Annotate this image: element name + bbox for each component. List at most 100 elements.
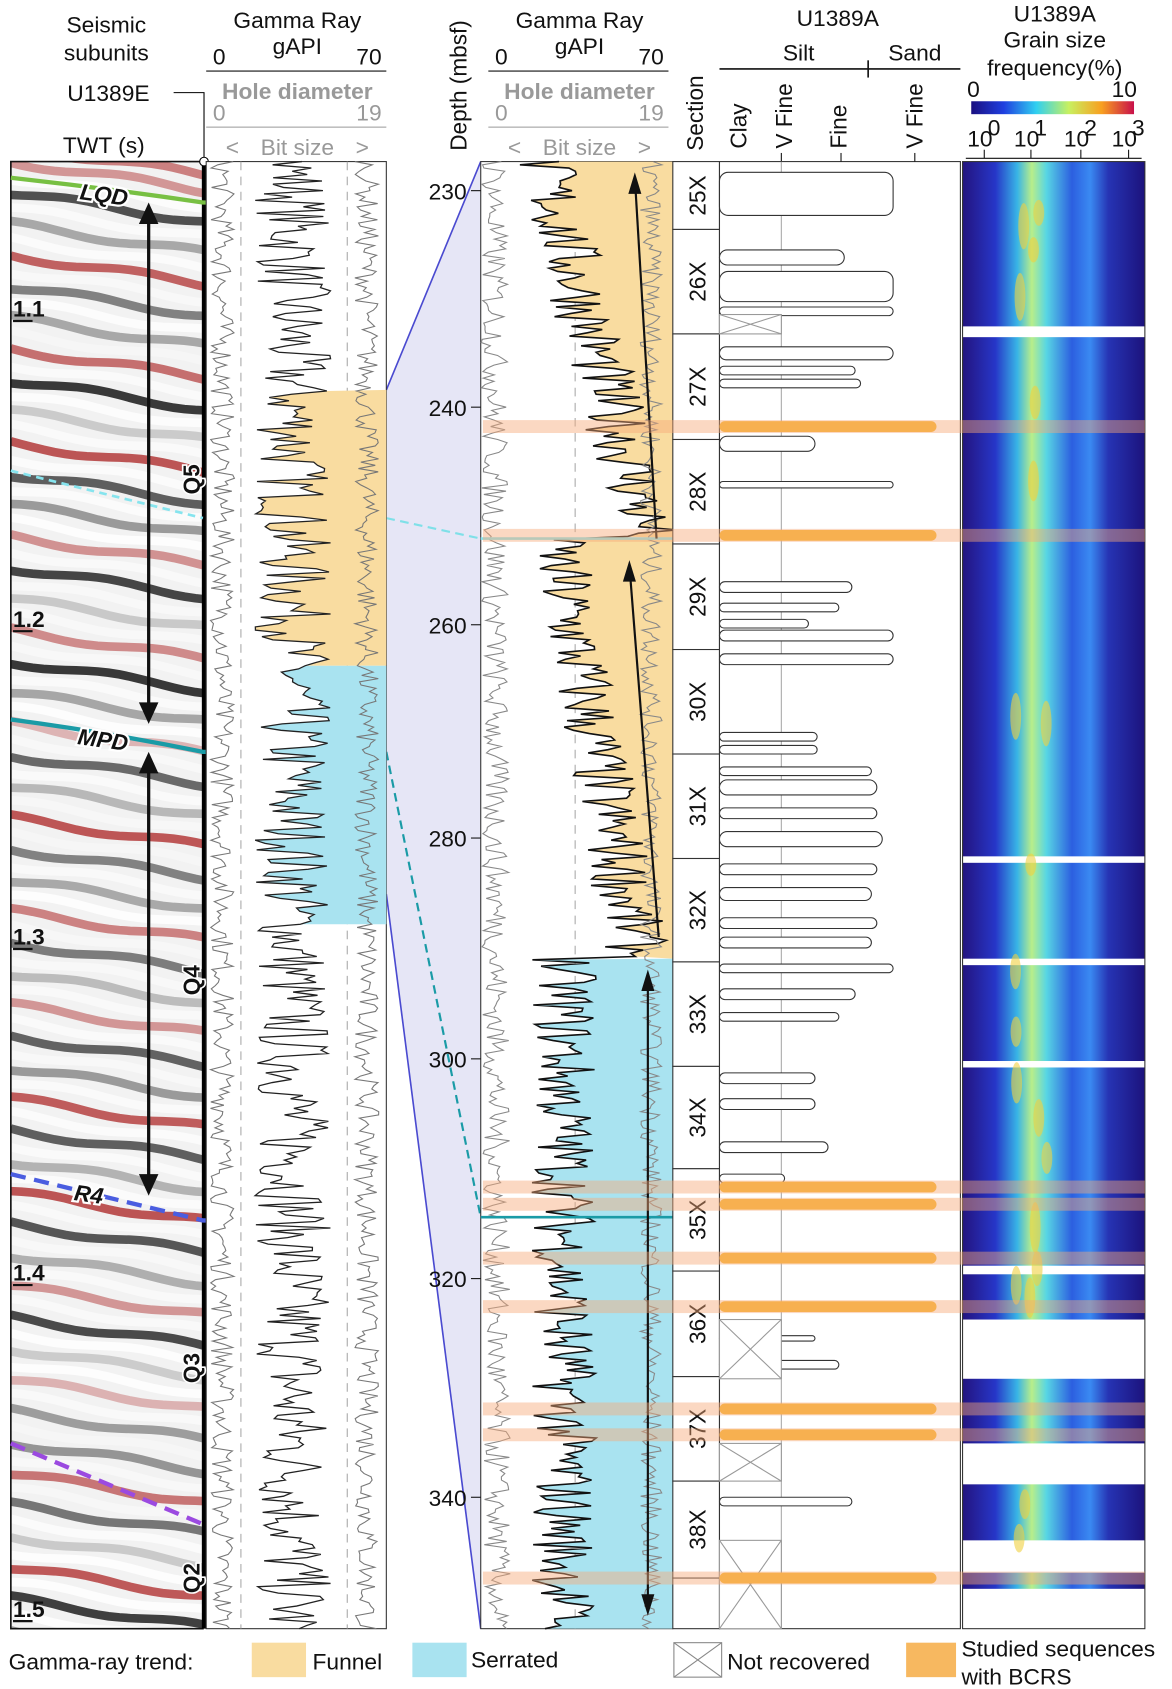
lith-site: U1389A — [797, 5, 880, 31]
depth-tick-label: 300 — [429, 1047, 467, 1073]
header: Seismic — [66, 11, 146, 37]
legend-label: Not recovered — [727, 1649, 870, 1675]
bcrs-bed — [719, 1253, 936, 1264]
bit-size-label: < — [508, 134, 521, 160]
bed — [719, 379, 860, 388]
bed — [719, 1013, 838, 1022]
section-name: 28X — [684, 472, 710, 512]
heatmap-spot — [1011, 1016, 1022, 1046]
depth-tick-label: 230 — [429, 178, 467, 204]
heatmap-spot — [1041, 701, 1052, 747]
heatmap-spot — [1041, 1142, 1052, 1174]
header: gAPI — [273, 33, 322, 59]
unit-label: Q5 — [179, 464, 205, 494]
section-name: 26X — [684, 262, 710, 302]
unit-label: Q4 — [179, 965, 205, 996]
bed — [719, 964, 893, 973]
header: Gamma Ray — [233, 7, 361, 33]
seismic-reflector — [11, 1677, 206, 1689]
bed — [719, 864, 876, 875]
axis-label: 0 — [213, 44, 226, 70]
bed — [719, 630, 893, 641]
axis-exponent: 3 — [1132, 115, 1145, 141]
site-label: U1389E — [67, 80, 149, 106]
bcrs-bed — [719, 421, 936, 432]
legend-swatch — [252, 1643, 306, 1677]
heatmap-spot — [1011, 1266, 1022, 1305]
bed — [719, 808, 876, 819]
header: Gamma Ray — [516, 7, 644, 33]
heatmap-spot — [1025, 853, 1036, 875]
colorbar-label: 0 — [967, 76, 980, 102]
bed — [719, 1142, 828, 1153]
header: Hole diameter — [222, 78, 373, 104]
section-name: 33X — [684, 994, 710, 1034]
heatmap-spot — [1010, 954, 1021, 989]
correlation-shade — [386, 162, 480, 1629]
section-name: 31X — [684, 786, 710, 826]
grain-class: V Fine — [771, 83, 797, 148]
header: subunits — [64, 39, 149, 65]
bed — [719, 619, 808, 628]
grain-class: Clay — [726, 103, 752, 149]
section-name: 30X — [684, 682, 710, 722]
bed — [719, 347, 893, 360]
heatmap-spot — [1014, 1524, 1025, 1553]
twt-label: TWT (s) — [63, 132, 145, 158]
bed — [719, 732, 817, 741]
bed — [719, 481, 893, 487]
gr-core-header: Gamma RaygAPI070Hole diameter019<Bit siz… — [488, 7, 668, 160]
twt-tick-label: 1.5 — [13, 1596, 45, 1622]
bed — [719, 832, 882, 847]
axis-label: 19 — [356, 100, 381, 126]
legend-label: Serrated — [471, 1647, 558, 1673]
axis-label: 0 — [495, 100, 508, 126]
grain-class: V Fine — [901, 83, 927, 148]
heatmap-spot — [1011, 1062, 1022, 1103]
bed — [719, 250, 844, 265]
bcrs-bed — [719, 1404, 936, 1415]
heat-title: Grain size — [1004, 26, 1107, 52]
heatmap-spot — [1033, 1099, 1044, 1137]
twt-tick-label: 1.3 — [13, 924, 45, 950]
legend-label: Funnel — [313, 1649, 383, 1675]
axis-label: 70 — [356, 44, 381, 70]
bcrs-bed — [719, 1301, 936, 1312]
horizon-label: R4 — [73, 1179, 106, 1209]
heatmap-gap — [963, 1320, 1145, 1379]
bcrs-bed — [719, 1429, 936, 1440]
heatmap-spot — [1010, 693, 1021, 740]
heatmap-spot — [1033, 200, 1044, 226]
bed — [719, 767, 871, 776]
legend-label: with BCRS — [960, 1664, 1071, 1689]
heatmap-spot — [1018, 203, 1029, 249]
header: Hole diameter — [504, 78, 655, 104]
heat-title: frequency(%) — [987, 54, 1122, 80]
twt-tick-label: 1.4 — [13, 1260, 45, 1286]
unit-label: Q3 — [179, 1353, 205, 1383]
bed — [719, 366, 855, 375]
bcrs-bed — [719, 1199, 936, 1210]
axis-label: 70 — [638, 44, 663, 70]
bit-size-label: Bit size — [261, 134, 334, 160]
axis-label: 0 — [213, 100, 226, 126]
heatmap-gap — [963, 856, 1145, 862]
bed — [719, 937, 871, 948]
legend-swatch — [412, 1643, 466, 1677]
section-name: 29X — [684, 577, 710, 617]
bed — [719, 888, 871, 901]
section-label: Section — [682, 75, 708, 150]
heat-site: U1389A — [1014, 1, 1097, 27]
bed — [719, 1099, 814, 1110]
bed — [719, 780, 876, 795]
grain-class: Fine — [825, 105, 851, 149]
depth-tick-label: 240 — [429, 395, 467, 421]
section-name: 25X — [684, 175, 710, 215]
depth-tick-label: 340 — [429, 1485, 467, 1511]
axis-exponent: 1 — [1034, 115, 1047, 141]
heatmap-spot — [1028, 237, 1039, 262]
axis-label: 0 — [495, 44, 508, 70]
colorbar-label: 10 — [1112, 76, 1137, 102]
